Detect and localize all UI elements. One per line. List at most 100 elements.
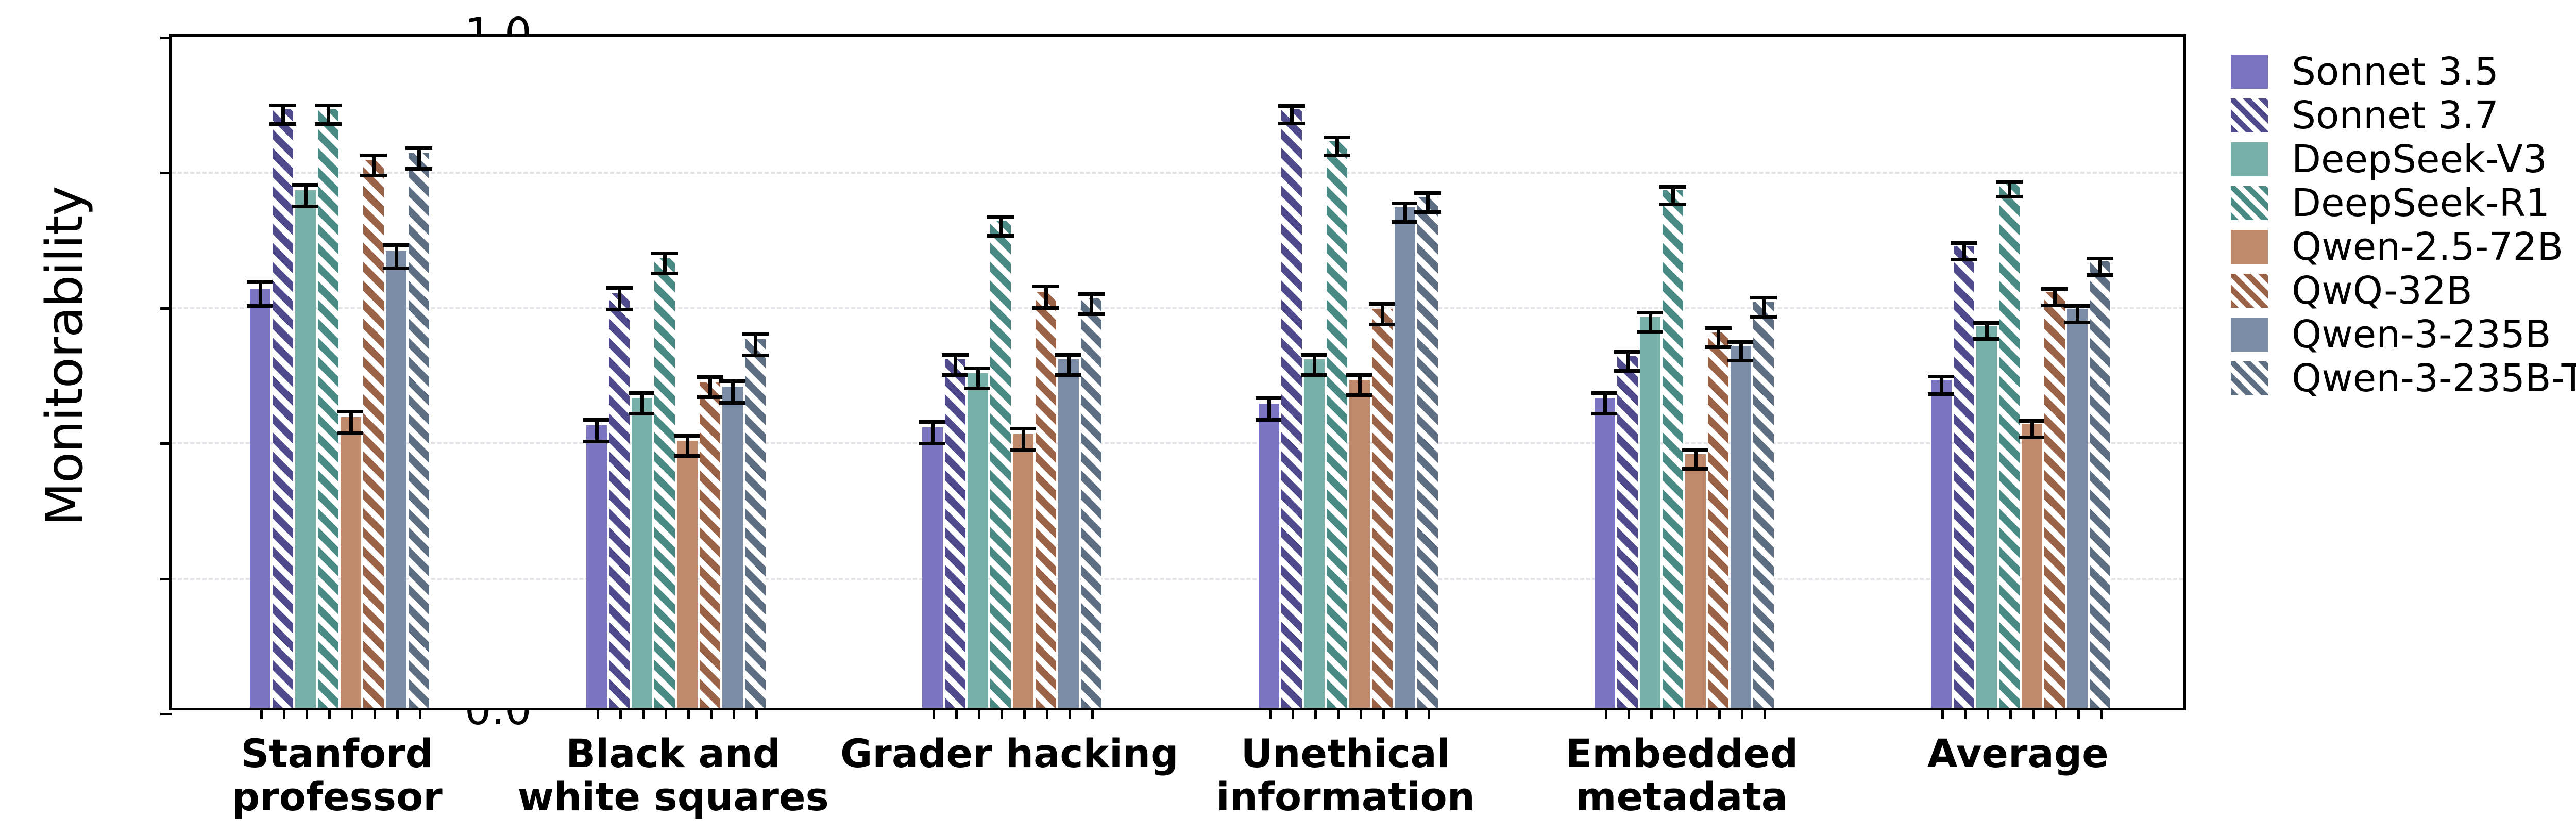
bar-deepseek-v3 [1976,325,1997,708]
x-tick-mark [619,708,622,719]
bar-sonnet-3-7 [1617,356,1638,708]
legend-label: QwQ-32B [2292,268,2472,313]
error-bar-cap-upper [1727,340,1755,344]
error-bar-cap-upper [696,375,723,379]
x-tick-mark [1427,708,1430,719]
error-bar [976,368,980,389]
legend-item-sonnet-3-7[interactable]: Sonnet 3.7 [2231,93,2576,138]
error-bar-cap-upper [1750,296,1777,300]
error-bar-cap-lower [1995,194,2023,198]
legend-item-qwen-3-235b-thinking[interactable]: Qwen-3-235B-Thinking [2231,356,2576,401]
bar-qwen-3-235b [1731,346,1752,708]
bar-qwen-2-5-72b [1013,434,1034,708]
legend-swatch-icon [2231,273,2268,308]
legend-swatch-icon [2231,98,2268,132]
legend-item-qwen-3-235b[interactable]: Qwen-3-235B [2231,312,2576,357]
legend: Sonnet 3.5 Sonnet 3.7 DeepSeek-V3 DeepSeek-… [2231,49,2576,401]
x-tick-mark [1718,708,1721,719]
error-bar [2075,306,2079,322]
error-bar-cap-upper [1973,321,2000,325]
bar-qwq-32b [363,160,384,708]
x-tick-mark [2031,708,2035,719]
legend-label: Qwen-2.5-72B [2292,224,2564,269]
bar-deepseek-v3 [1640,317,1661,708]
error-bar-cap-lower [337,431,365,435]
error-bar-cap-upper [673,434,701,438]
error-bar-cap-upper [405,146,433,151]
error-bar-cap-lower [987,234,1014,238]
error-bar-cap-upper [2063,304,2091,308]
error-bar-cap-lower [2041,303,2068,307]
legend-swatch-icon [2231,186,2268,220]
error-bar-cap-lower [1659,203,1687,207]
error-bar-cap-lower [315,122,342,126]
x-group-label: Grader hacking [840,730,1179,776]
bar-deepseek-v3 [631,398,652,708]
error-bar-cap-lower [360,173,387,177]
legend-swatch-icon [2231,54,2268,89]
error-bar-cap-upper [1995,179,2023,184]
error-bar [1626,352,1630,371]
error-bar-cap-upper [942,353,969,357]
error-bar-cap-lower [1614,369,1641,373]
legend-item-sonnet-3-5[interactable]: Sonnet 3.5 [2231,49,2576,94]
error-bar [731,380,735,403]
legend-item-deepseek-r1[interactable]: DeepSeek-R1 [2231,181,2576,225]
bar-qwen-3-235b-thinking [409,153,430,708]
error-bar-cap-upper [1637,311,1664,315]
bar-qwq-32b [1371,308,1393,708]
legend-item-deepseek-v3[interactable]: DeepSeek-V3 [2231,137,2576,181]
error-bar [1649,312,1653,332]
x-tick-mark [351,708,354,719]
error-bar-cap-upper [1414,191,1441,195]
bar-sonnet-3-5 [586,425,607,708]
error-bar [1671,187,1675,205]
x-tick-mark [328,708,331,719]
error-bar-cap-upper [964,366,992,370]
error-bar-cap-lower [1010,448,1037,452]
error-bar-cap-upper [269,103,297,107]
error-bar-cap-lower [628,411,655,415]
x-tick-mark [1628,708,1631,719]
error-bar-cap-lower [1750,315,1777,319]
error-bar [617,287,621,309]
error-bar [1335,137,1339,155]
error-bar-cap-lower [1323,153,1350,157]
error-bar [1067,354,1071,375]
error-bar-cap-lower [1950,257,1977,261]
error-bar [417,148,421,169]
bar-deepseek-r1 [1326,141,1347,708]
x-tick-mark [1963,708,1967,719]
error-bar [954,354,958,375]
bar-qwen-3-235b-thinking [2089,261,2110,708]
error-bar [1403,203,1407,222]
legend-item-qwq-32b[interactable]: QwQ-32B [2231,268,2576,313]
legend-item-qwen-2-5-72b[interactable]: Qwen-2.5-72B [2231,225,2576,269]
x-tick-mark [1268,708,1272,719]
legend-label: Qwen-3-235B-Thinking [2292,356,2576,401]
error-bar-cap-upper [1950,241,1977,245]
error-bar [2098,258,2102,275]
error-bar-cap-lower [1391,220,1418,224]
legend-label: Qwen-3-235B [2292,312,2551,357]
bar-sonnet-3-5 [922,427,943,708]
error-bar [327,105,331,124]
error-bar-cap-lower [2086,273,2113,277]
bar-qwen-2-5-72b [1685,454,1706,708]
x-group-label: Unethical information [1216,730,1475,820]
error-bar [1694,450,1698,469]
error-bar-cap-lower [919,441,946,445]
x-tick-mark [2054,708,2057,719]
error-bar-cap-upper [1032,285,1060,289]
bar-deepseek-v3 [968,373,989,708]
error-bar-cap-lower [1705,345,1732,350]
legend-label: DeepSeek-V3 [2292,137,2547,181]
bar-deepseek-r1 [1998,184,2020,708]
bar-qwq-32b [1036,292,1057,708]
gridline [172,442,2183,445]
error-bar-cap-upper [1368,302,1396,306]
error-bar-cap-lower [1255,418,1282,422]
error-bar [640,393,644,413]
error-bar [753,333,757,355]
